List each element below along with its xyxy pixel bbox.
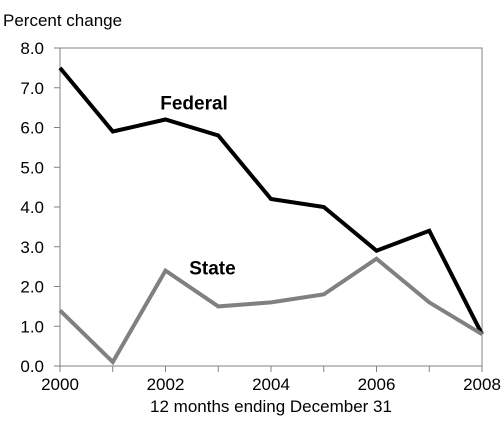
x-tick-label: 2004 (252, 375, 290, 394)
x-tick-label: 2002 (147, 375, 185, 394)
x-tick-label: 2006 (358, 375, 396, 394)
y-tick-label: 0.0 (20, 357, 44, 376)
plot-frame (59, 47, 483, 367)
y-axis-ticks: 0.0 1.0 2.0 3.0 4.0 5.0 6.0 7.0 8.0 (20, 39, 60, 376)
series-lines (58, 66, 484, 366)
y-tick-label: 4.0 (20, 198, 44, 217)
series-labels: Federal State (160, 94, 235, 280)
series-label-state: State (189, 259, 235, 280)
x-axis-title: 12 months ending December 31 (150, 397, 392, 416)
series-line-federal (58, 66, 484, 336)
x-axis-ticks: 2000 2002 2004 2006 2008 (41, 366, 501, 394)
x-tick-label: 2008 (463, 375, 501, 394)
y-axis-title: Percent change (3, 11, 122, 30)
series-label-federal: Federal (160, 94, 228, 115)
y-tick-label: 3.0 (20, 238, 44, 257)
y-tick-label: 8.0 (20, 39, 44, 58)
y-tick-label: 5.0 (20, 158, 44, 177)
y-tick-label: 1.0 (20, 317, 44, 336)
x-tick-label: 2000 (41, 375, 79, 394)
y-tick-label: 7.0 (20, 79, 44, 98)
y-tick-label: 2.0 (20, 278, 44, 297)
y-tick-label: 6.0 (20, 119, 44, 138)
series-line-state (58, 256, 484, 366)
